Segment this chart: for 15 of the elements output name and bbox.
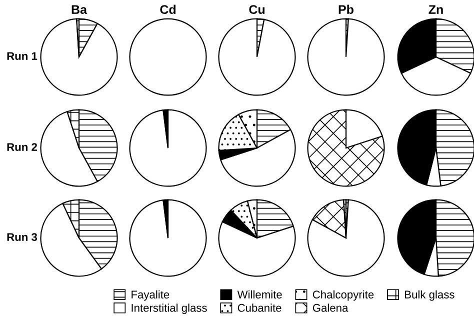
text: Run 3 bbox=[7, 233, 38, 241]
legend-label: Chalcopyrite bbox=[312, 290, 374, 301]
legend-label: Cubanite bbox=[238, 304, 282, 312]
chart-title: Ba bbox=[72, 5, 88, 14]
text: Run 2 bbox=[7, 143, 37, 151]
text: Run 1 bbox=[7, 52, 38, 60]
chart-title: Cd bbox=[160, 4, 176, 14]
chart-title: Zn bbox=[428, 5, 443, 14]
legend-label: Interstitial glass bbox=[132, 304, 207, 314]
legend-label: Fayalite bbox=[132, 290, 170, 301]
legend-label: Bulk glass bbox=[405, 290, 454, 301]
legend-label: Willemite bbox=[237, 290, 282, 298]
chart-title: Cu bbox=[249, 5, 265, 14]
chart-title: Pb bbox=[338, 4, 354, 14]
legend-label: Galena bbox=[312, 304, 348, 312]
